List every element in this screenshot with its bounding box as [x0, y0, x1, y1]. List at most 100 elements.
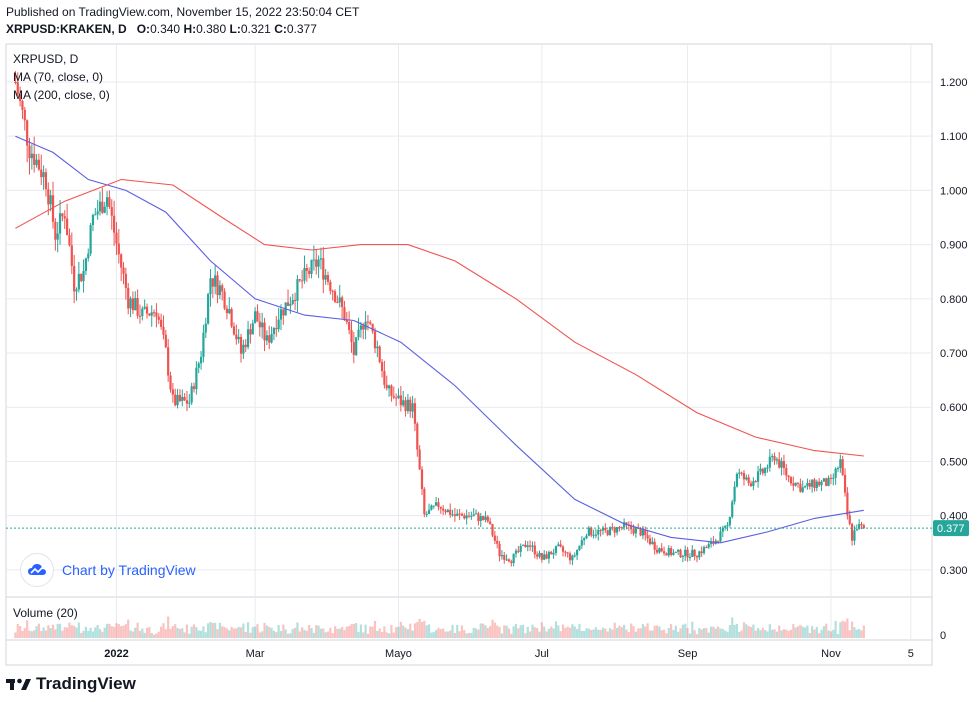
candle-body [75, 289, 78, 292]
candle-body [167, 347, 170, 376]
volume-bar [134, 627, 137, 638]
volume-bar [674, 625, 677, 638]
tradingview-footer-logo[interactable]: TradingView [6, 674, 136, 694]
volume-bar [686, 627, 689, 638]
candle-body [35, 159, 38, 165]
volume-bar [648, 630, 652, 638]
volume-bar [411, 630, 414, 638]
x-tick-label: Jul [535, 648, 549, 660]
volume-bar [771, 629, 774, 638]
volume-bar [230, 626, 233, 638]
candle-body [286, 302, 290, 306]
x-tick-label: Nov [821, 648, 841, 660]
candle-body [218, 285, 221, 296]
chart-frame [5, 43, 933, 666]
candle-body [89, 225, 92, 254]
volume-bar [402, 625, 405, 638]
volume-bar [404, 627, 407, 638]
candle-body [143, 306, 146, 309]
volume-bar [738, 631, 741, 638]
volume-bar [712, 626, 715, 638]
candle-body [771, 456, 774, 458]
candle-body [117, 243, 120, 255]
candle-body [397, 395, 400, 399]
candle-body [662, 551, 666, 554]
candle-body [789, 477, 793, 484]
volume-bar [836, 634, 840, 638]
candle-body [460, 513, 464, 516]
volume-bar [566, 626, 569, 638]
volume-bar [319, 628, 323, 638]
y-tick-label: 0.300 [940, 565, 968, 577]
candle-body [695, 556, 699, 558]
volume-bar [660, 630, 663, 638]
volume-bar [599, 630, 602, 638]
candle-body [796, 482, 800, 484]
candle-body [761, 468, 764, 474]
candle-body [275, 328, 278, 330]
candle-body [773, 456, 776, 461]
volume-bar [832, 629, 835, 638]
candle-body [799, 483, 802, 492]
volume-bar [456, 624, 459, 638]
volume-bar [761, 627, 764, 638]
volume-tick-label: 0 [940, 630, 946, 642]
high-value: 0.380 [196, 22, 227, 36]
candle-body [524, 544, 527, 548]
volume-bar [232, 628, 236, 638]
candle-body [834, 468, 837, 478]
candle-body [28, 145, 31, 159]
candle-body [449, 509, 452, 515]
candle-body [630, 525, 633, 530]
candle-body [355, 337, 358, 355]
volume-bar [258, 632, 261, 638]
candle-body [162, 326, 165, 335]
volume-bar [825, 623, 828, 638]
candle-body [315, 259, 318, 267]
candle-body [745, 477, 748, 480]
volume-bar [637, 628, 640, 638]
candle-body [747, 477, 750, 484]
candle-body [639, 528, 642, 536]
volume-bar [742, 622, 746, 638]
volume-bar [89, 627, 92, 638]
volume-bar [806, 625, 809, 638]
candle-body [37, 159, 41, 170]
candle-body [583, 538, 586, 541]
volume-bar [113, 626, 116, 638]
candle-body [611, 527, 614, 529]
volume-bar [698, 628, 701, 638]
candle-body [580, 540, 583, 546]
volume-bar [493, 622, 496, 638]
volume-bar [364, 624, 367, 638]
candle-body [705, 547, 708, 549]
candle-body [16, 82, 19, 95]
candle-body [822, 478, 825, 482]
candle-body [855, 529, 858, 531]
candle-body [157, 316, 160, 320]
volume-bar [472, 627, 475, 638]
volume-bar [691, 621, 694, 638]
candle-body [84, 258, 88, 271]
tradingview-watermark[interactable]: Chart by TradingView [20, 553, 196, 587]
legend-ma200: MA (200, close, 0) [13, 88, 110, 102]
volume-bar [667, 627, 670, 638]
candle-body [110, 207, 113, 216]
volume-bar [827, 630, 830, 638]
candle-body [192, 386, 196, 389]
volume-bar [789, 629, 793, 638]
candle-body [68, 235, 71, 246]
candle-body [625, 522, 628, 525]
candle-body [702, 547, 706, 554]
volume-bar [460, 625, 464, 638]
candle-body [23, 109, 26, 121]
volume-bar [162, 623, 165, 638]
ohlc-line: XRPUSD:KRAKEN, D O:0.340 H:0.380 L:0.321… [6, 22, 317, 36]
volume-bar [310, 628, 313, 638]
volume-bar [540, 622, 543, 638]
candle-body [373, 331, 377, 349]
volume-bar [498, 626, 501, 638]
candle-body [719, 531, 722, 542]
candle-body [785, 468, 788, 476]
candle-body [484, 516, 487, 520]
